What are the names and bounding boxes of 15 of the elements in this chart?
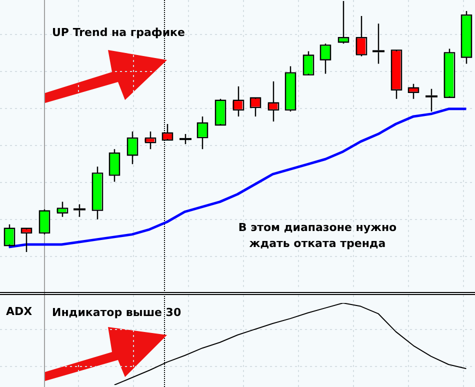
candlestick [232, 86, 244, 118]
candlestick [250, 97, 262, 118]
candlestick [20, 228, 32, 253]
annotation: ADX [6, 305, 32, 318]
candlestick [196, 116, 208, 150]
candlestick [268, 80, 280, 122]
candlestick [460, 10, 472, 64]
candlestick [126, 130, 138, 165]
candlestick [162, 123, 174, 141]
annotation: Индикатор выше 30 [52, 306, 182, 319]
annotation: В этом диапазоне нужно ждать отката тренда [237, 220, 398, 252]
annotation: UP Trend на графике [52, 26, 185, 39]
candlestick [320, 43, 332, 74]
candlestick [108, 148, 120, 182]
candlestick [144, 130, 156, 150]
